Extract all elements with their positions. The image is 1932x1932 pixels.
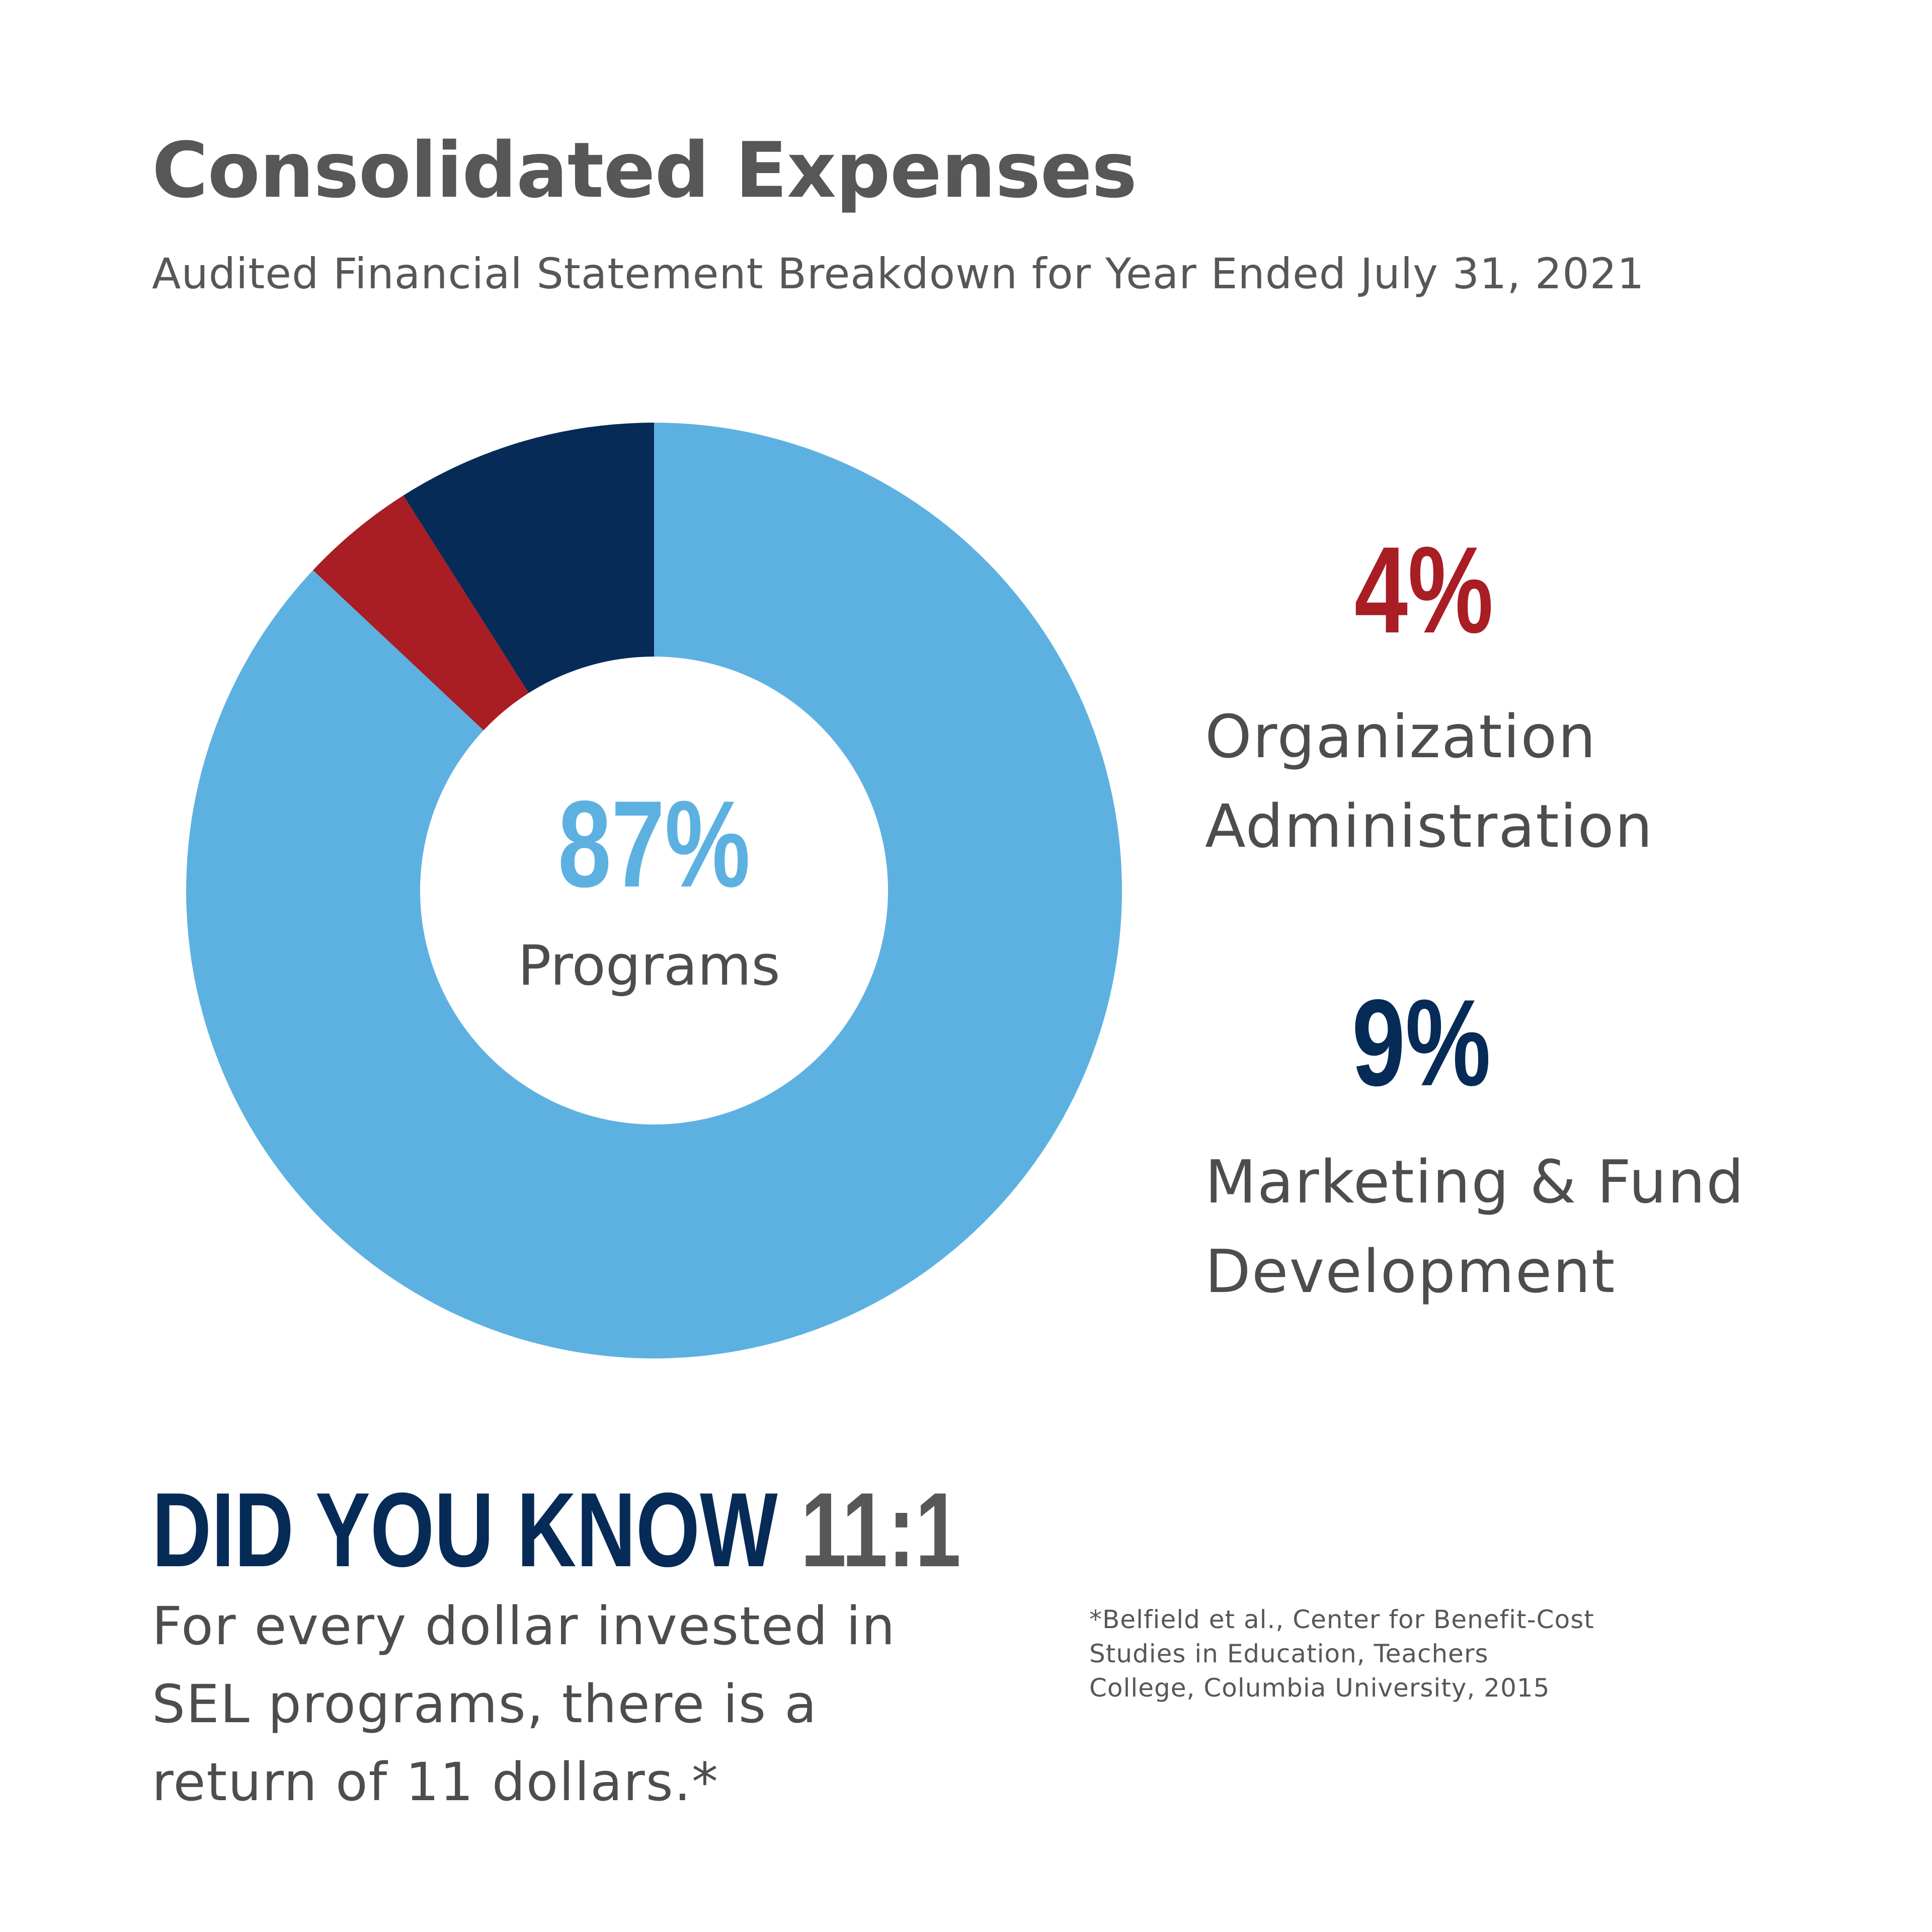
chart-title: Consolidated Expenses <box>152 126 1137 215</box>
citation: *Belfield et al., Center for Benefit-Cos… <box>1089 1602 1594 1705</box>
donut-slice-marketing-fund-development <box>403 423 654 693</box>
admin-label-line2: Administration <box>1205 791 1654 861</box>
did-you-know-ratio: 11:1 <box>800 1471 961 1589</box>
admin-label-line1: Organization <box>1205 702 1597 771</box>
marketing-percent: 9% <box>1351 974 1491 1111</box>
body-line: SEL programs, there is a <box>152 1673 818 1735</box>
chart-subtitle: Audited Financial Statement Breakdown fo… <box>152 249 1645 298</box>
donut-slice-programs <box>186 423 1122 1358</box>
programs-label: Programs <box>518 933 780 998</box>
admin-percent: 4% <box>1354 521 1494 659</box>
did-you-know-heading: DID YOU KNOW 11:1 <box>152 1467 961 1593</box>
citation-line: Studies in Education, Teachers <box>1089 1639 1489 1668</box>
marketing-label: Marketing & Fund Development <box>1205 1137 1745 1316</box>
body-line: For every dollar invested in <box>152 1595 896 1657</box>
body-line: return of 11 dollars.* <box>152 1751 719 1813</box>
marketing-label-line2: Development <box>1205 1237 1616 1306</box>
marketing-label-line1: Marketing & Fund <box>1205 1147 1745 1217</box>
citation-line: *Belfield et al., Center for Benefit-Cos… <box>1089 1605 1594 1634</box>
admin-label: Organization Administration <box>1205 692 1653 871</box>
programs-percent: 87% <box>557 775 751 913</box>
citation-line: College, Columbia University, 2015 <box>1089 1673 1550 1703</box>
did-you-know-body: For every dollar invested in SEL program… <box>152 1587 957 1821</box>
donut-slice-organization-administration <box>313 495 529 731</box>
did-you-know-text: DID YOU KNOW <box>152 1471 778 1589</box>
